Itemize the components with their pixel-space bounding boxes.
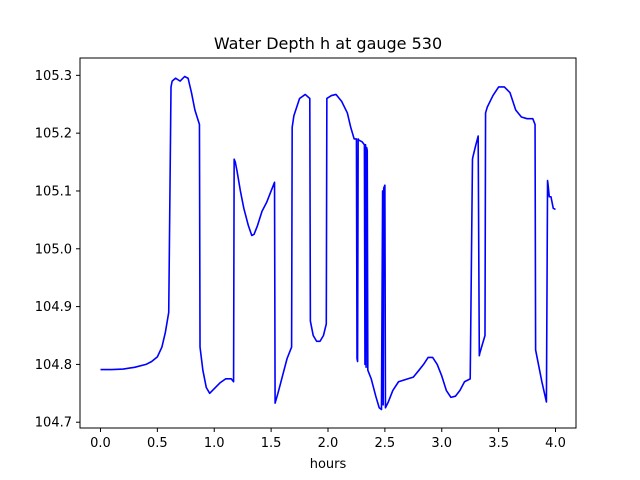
- y-tick-label: 104.8: [35, 358, 72, 373]
- x-tick-label: 0.5: [147, 436, 168, 451]
- y-tick-label: 105.3: [35, 69, 72, 84]
- y-tick-label: 105.0: [35, 242, 72, 257]
- y-axis: 104.7 104.8 104.9 105.0 105.1 105.2 105.3: [35, 69, 80, 431]
- plot-area: [100, 75, 556, 411]
- x-tick-label: 3.0: [431, 436, 452, 451]
- chart-title: Water Depth h at gauge 530: [214, 34, 442, 53]
- x-tick-label: 2.0: [318, 436, 339, 451]
- series-line-0: [100, 75, 556, 411]
- y-tick-label: 105.2: [35, 127, 72, 142]
- x-tick-label: 1.0: [204, 436, 225, 451]
- x-tick-label: 3.5: [488, 436, 509, 451]
- x-tick-label: 4.0: [545, 436, 566, 451]
- y-tick-label: 104.7: [35, 416, 72, 431]
- x-tick-label: 1.5: [261, 436, 282, 451]
- x-tick-label: 0.0: [90, 436, 111, 451]
- x-axis: 0.0 0.5 1.0 1.5 2.0 2.5 3.0 3.5 4.0: [90, 428, 566, 451]
- y-tick-label: 104.9: [35, 300, 72, 315]
- y-tick-label: 105.1: [35, 184, 72, 199]
- x-axis-label: hours: [310, 457, 347, 472]
- x-tick-label: 2.5: [375, 436, 396, 451]
